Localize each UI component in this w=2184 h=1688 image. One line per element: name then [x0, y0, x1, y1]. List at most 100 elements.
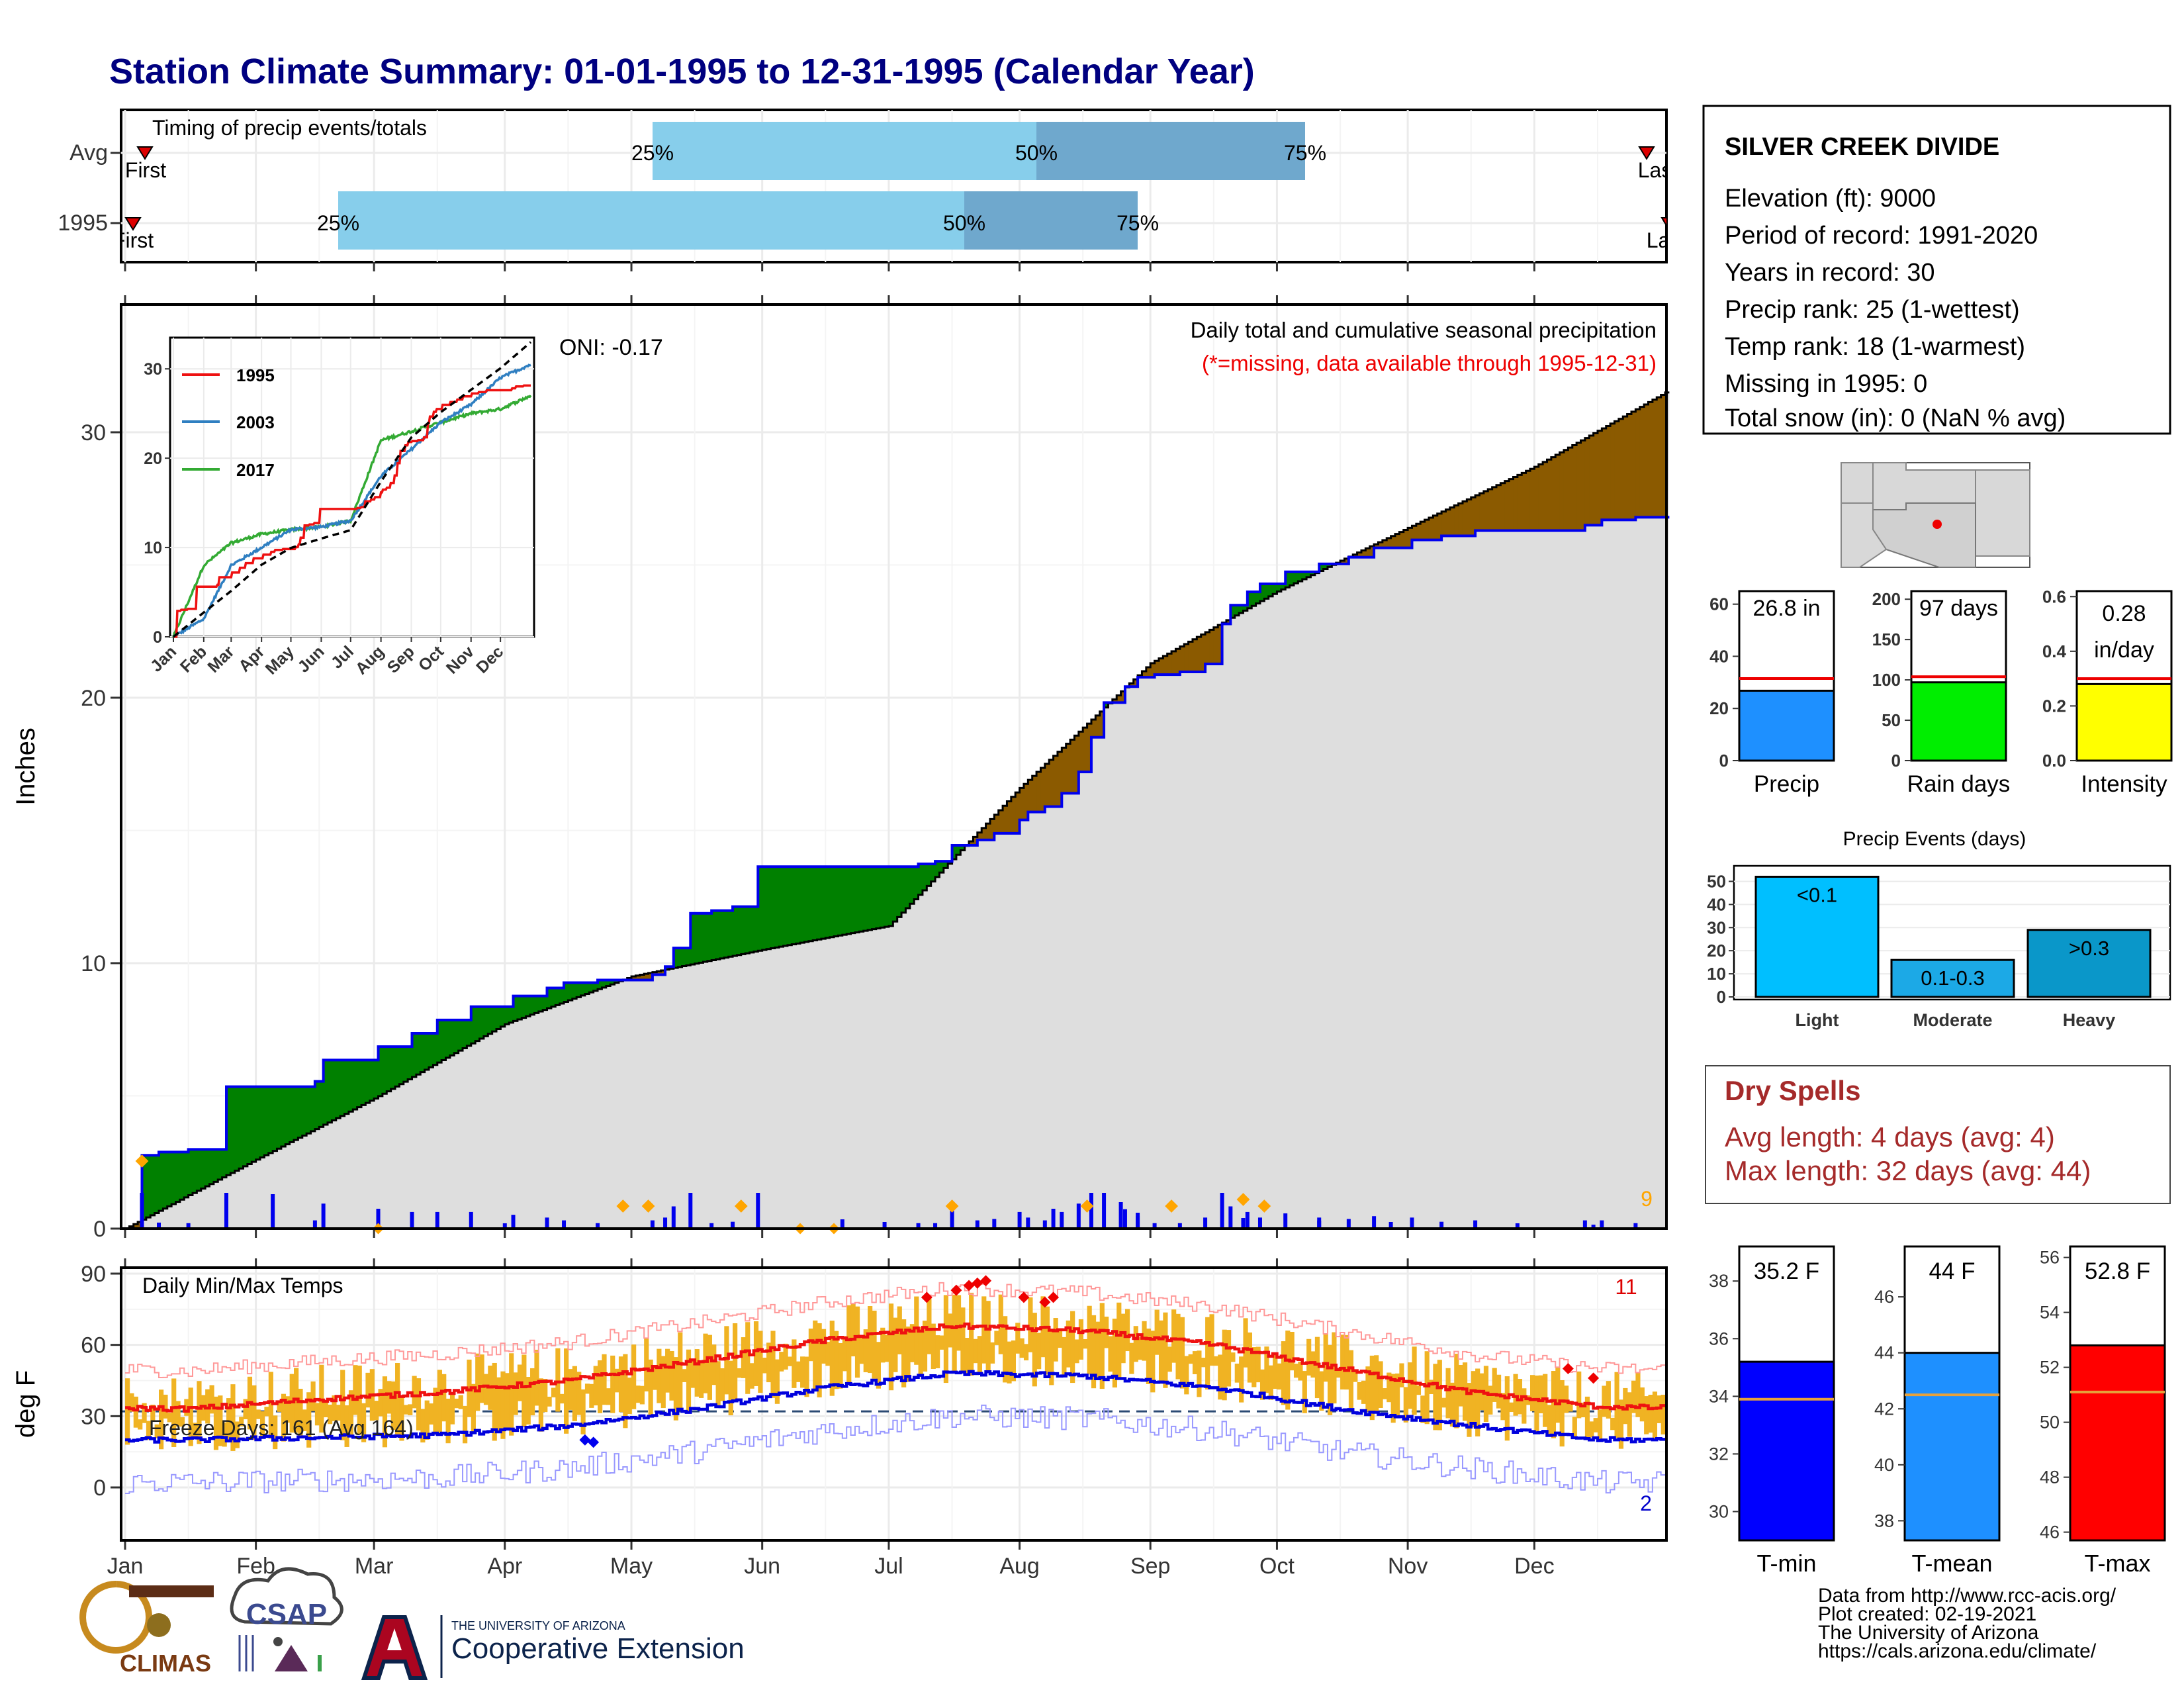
daily-temp-bar	[433, 1387, 438, 1433]
average-cumulative-line	[125, 391, 1670, 1230]
daily-temp-bar	[1568, 1400, 1573, 1412]
deficit-area-segment	[1576, 442, 1582, 531]
daily-temp-bar	[163, 1394, 168, 1419]
daily-temp-bar	[1129, 1342, 1134, 1374]
deficit-area-segment	[1378, 542, 1383, 548]
month-label: Sep	[1130, 1554, 1171, 1579]
surplus-area-segment	[779, 867, 784, 947]
temp-bar-value-label: 35.2 F	[1754, 1258, 1819, 1284]
daily-temp-bar	[1534, 1376, 1539, 1432]
daily-temp-bar	[1099, 1303, 1105, 1389]
deficit-area-segment	[657, 971, 662, 975]
mini-bar-ytick-label: 100	[1872, 670, 1901, 690]
daily-precip-bar	[1076, 1203, 1081, 1229]
daily-precip-bar	[882, 1222, 887, 1229]
surplus-area-segment	[1306, 571, 1312, 577]
daily-temp-bar	[733, 1323, 738, 1401]
daily-temp-bar	[1449, 1382, 1455, 1427]
daily-precip-bar	[671, 1206, 676, 1229]
csap-text: CSAP	[246, 1598, 327, 1630]
daily-temp-bar	[960, 1307, 966, 1372]
daily-temp-bar	[564, 1348, 569, 1434]
daily-temp-bar	[1032, 1313, 1037, 1387]
daily-temp-bar	[1547, 1405, 1552, 1437]
surplus-area-segment	[834, 867, 839, 937]
mini-bar-value-label: 0.28	[2102, 601, 2146, 626]
daily-temp-bar	[753, 1321, 759, 1386]
daily-temp-bar	[1589, 1421, 1594, 1438]
deficit-area-segment	[981, 827, 987, 840]
surplus-area-segment	[606, 980, 611, 986]
surplus-area-segment	[956, 845, 961, 855]
daily-temp-bar	[1234, 1363, 1240, 1383]
daily-temp-bar	[792, 1339, 797, 1388]
surplus-area-segment	[500, 1006, 506, 1027]
daily-temp-bar	[796, 1361, 801, 1382]
daily-temp-bar	[201, 1395, 206, 1421]
daily-temp-bar	[1175, 1313, 1181, 1380]
surplus-area-segment	[408, 1047, 413, 1080]
deficit-area-segment	[1584, 438, 1590, 526]
surplus-area-segment	[876, 867, 881, 929]
daily-temp-bar	[580, 1389, 586, 1434]
surplus-area-segment	[610, 980, 615, 985]
daily-temp-bar	[703, 1333, 708, 1393]
deficit-area-segment	[1614, 421, 1619, 520]
deficit-area-segment	[989, 819, 995, 840]
surplus-area-segment	[340, 1060, 345, 1116]
daily-temp-bar	[1158, 1320, 1164, 1384]
daily-temp-bar	[1003, 1316, 1008, 1383]
daily-temp-bar	[1243, 1318, 1248, 1368]
daily-temp-bar	[593, 1366, 598, 1406]
surplus-area-segment	[513, 996, 518, 1021]
surplus-area-segment	[159, 1152, 163, 1211]
surplus-area-segment	[234, 1086, 240, 1171]
daily-temp-bar	[985, 1301, 991, 1371]
deficit-area-segment	[1618, 418, 1623, 520]
deficit-area-segment	[1441, 511, 1447, 536]
daily-temp-bar	[1259, 1369, 1265, 1400]
mini-bar-value-label-2: in/day	[2094, 637, 2154, 663]
daily-temp-bar	[1610, 1417, 1615, 1430]
daily-precip-bar	[271, 1194, 275, 1229]
daily-temp-bar	[614, 1368, 619, 1393]
daily-temp-bar	[1201, 1357, 1206, 1368]
daily-temp-bar	[454, 1398, 459, 1409]
surplus-area-segment	[522, 996, 527, 1018]
daily-precip-bar	[1136, 1213, 1140, 1229]
daily-temp-bar	[230, 1384, 236, 1451]
daily-temp-bar	[1580, 1402, 1586, 1418]
daily-temp-bar	[530, 1368, 535, 1416]
daily-temp-bar	[500, 1371, 506, 1439]
surplus-area-segment	[707, 913, 712, 961]
temp-bar-ytick-label: 52	[2040, 1358, 2060, 1378]
daily-temp-bar	[1529, 1375, 1535, 1411]
daily-temp-bar	[1230, 1352, 1236, 1362]
daily-temp-bar	[568, 1369, 573, 1410]
temp-bar-t-mean: 44 F T-mean 38 40 42 44 46	[1874, 1245, 2001, 1577]
daily-temp-bar	[445, 1398, 451, 1444]
precip-events-ytick-label: 50	[1707, 871, 1726, 891]
daily-temp-bar	[416, 1378, 422, 1430]
daily-precip-bar	[1410, 1217, 1414, 1229]
surplus-area-segment	[294, 1086, 298, 1141]
temp-bar-name: T-max	[2084, 1550, 2150, 1577]
daily-temp-bar	[766, 1342, 772, 1383]
snow-marker	[1080, 1199, 1094, 1213]
daily-temp-bar	[774, 1359, 780, 1404]
mini-bar-ytick-label: 0.2	[2042, 696, 2066, 716]
daily-precip-bar	[1102, 1193, 1107, 1229]
daily-temp-bar	[1213, 1356, 1219, 1366]
daily-temp-bar	[483, 1374, 489, 1405]
daily-precip-bar	[709, 1223, 714, 1229]
deficit-area-segment	[1171, 651, 1177, 675]
daily-temp-bar	[1184, 1356, 1189, 1395]
deficit-area-segment	[1416, 524, 1421, 540]
daily-temp-bar	[842, 1336, 847, 1372]
daily-temp-bar	[779, 1352, 784, 1372]
surplus-area-segment	[277, 1086, 282, 1149]
daily-temp-bar	[859, 1337, 864, 1364]
month-label: Oct	[1259, 1554, 1295, 1579]
month-label: Apr	[487, 1554, 522, 1579]
surplus-area-segment	[842, 867, 847, 935]
